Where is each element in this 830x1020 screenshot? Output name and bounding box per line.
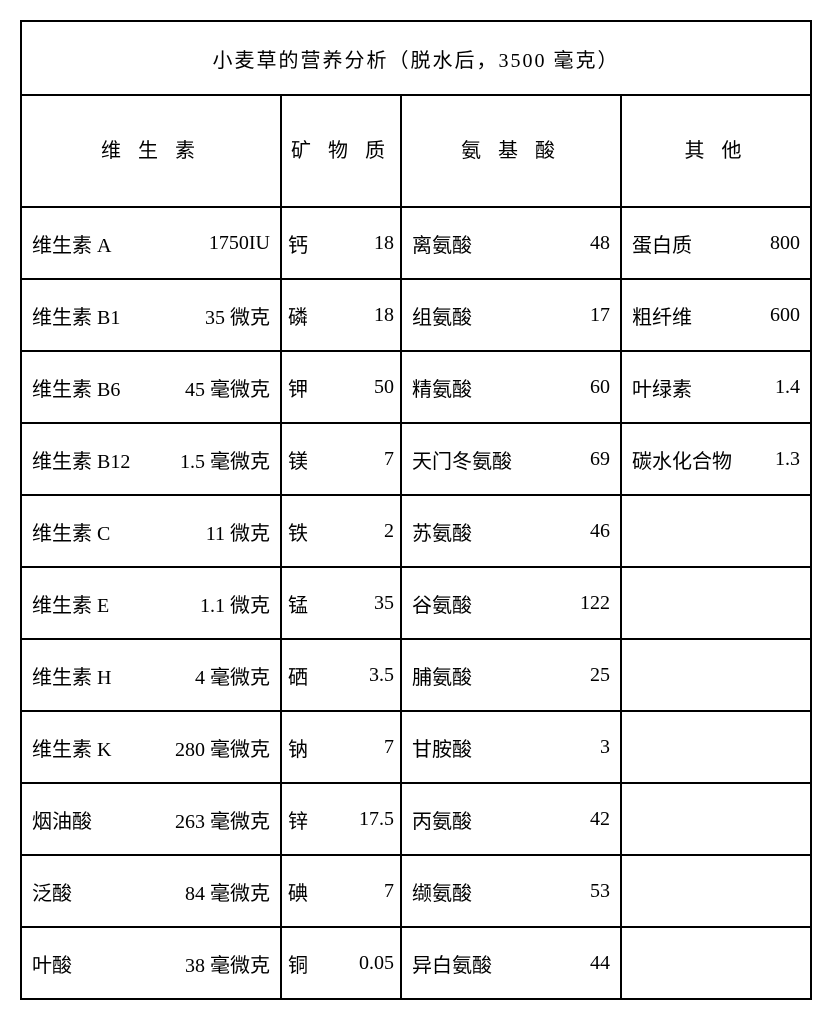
vitamin-value: 38 毫微克 [185,949,270,978]
title-row: 小麦草的营养分析（脱水后，3500 毫克） [21,21,811,95]
vitamin-label: 维生素 H [32,661,111,690]
amino-label: 离氨酸 [412,229,472,258]
amino-value: 122 [580,592,610,615]
amino-label: 甘胺酸 [412,733,472,762]
amino-label: 天门冬氨酸 [412,445,512,474]
table-row: 维生素 E 1.1 微克锰 35 谷氨酸 122 [21,567,811,639]
mineral-label: 钙 [288,229,308,258]
vitamin-value: 11 微克 [206,517,270,546]
mineral-value: 2 [384,520,394,543]
other-label: 蛋白质 [632,229,692,258]
mineral-label: 磷 [288,301,308,330]
vitamin-label: 维生素 A [32,229,111,258]
vitamin-label: 维生素 K [32,733,111,762]
other-value: 1.3 [775,448,800,471]
vitamin-label: 维生素 B6 [32,373,120,402]
mineral-label: 镁 [288,445,308,474]
other-value: 800 [770,232,800,255]
mineral-label: 铜 [288,949,308,978]
vitamin-value: 280 毫微克 [175,733,270,762]
table-row: 维生素 B12 1.5 毫微克镁 7 天门冬氨酸 69 碳水化合物 1.3 [21,423,811,495]
vitamin-label: 维生素 B1 [32,301,120,330]
vitamin-label: 维生素 C [32,517,110,546]
vitamin-value: 1750IU [209,232,270,255]
vitamin-label: 烟油酸 [32,805,92,834]
vitamin-label: 维生素 B12 [32,445,130,474]
vitamin-value: 1.5 毫微克 [180,445,270,474]
amino-label: 异白氨酸 [412,949,492,978]
amino-value: 3 [600,736,610,759]
header-vitamins: 维 生 素 [21,95,281,207]
mineral-value: 18 [374,232,394,255]
nutrition-table: 小麦草的营养分析（脱水后，3500 毫克） 维 生 素 矿 物 质 氨 基 酸 … [20,20,812,1000]
table-row: 维生素 H 4 毫微克硒 3.5 脯氨酸 25 [21,639,811,711]
mineral-value: 7 [384,880,394,903]
header-row: 维 生 素 矿 物 质 氨 基 酸 其 他 [21,95,811,207]
amino-label: 丙氨酸 [412,805,472,834]
vitamin-value: 35 微克 [205,301,270,330]
table-row: 烟油酸 263 毫微克锌 17.5 丙氨酸 42 [21,783,811,855]
amino-value: 48 [590,232,610,255]
amino-value: 44 [590,952,610,975]
mineral-value: 3.5 [369,664,394,687]
amino-value: 69 [590,448,610,471]
mineral-value: 7 [384,736,394,759]
mineral-value: 18 [374,304,394,327]
vitamin-label: 叶酸 [32,949,72,978]
header-other: 其 他 [621,95,811,207]
mineral-value: 50 [374,376,394,399]
other-label: 叶绿素 [632,373,692,402]
amino-value: 25 [590,664,610,687]
vitamin-value: 263 毫微克 [175,805,270,834]
mineral-value: 7 [384,448,394,471]
header-minerals: 矿 物 质 [281,95,401,207]
amino-value: 17 [590,304,610,327]
vitamin-value: 1.1 微克 [200,589,270,618]
table-row: 叶酸 38 毫微克铜 0.05 异白氨酸 44 [21,927,811,999]
amino-label: 组氨酸 [412,301,472,330]
table-row: 维生素 A 1750IU 钙 18 离氨酸 48 蛋白质 800 [21,207,811,279]
amino-label: 缬氨酸 [412,877,472,906]
mineral-value: 0.05 [359,952,394,975]
mineral-label: 锌 [288,805,308,834]
amino-label: 精氨酸 [412,373,472,402]
vitamin-label: 泛酸 [32,877,72,906]
mineral-label: 钾 [288,373,308,402]
header-amino: 氨 基 酸 [401,95,621,207]
amino-label: 苏氨酸 [412,517,472,546]
mineral-label: 锰 [288,589,308,618]
other-label: 粗纤维 [632,301,692,330]
other-value: 1.4 [775,376,800,399]
other-value: 600 [770,304,800,327]
vitamin-value: 84 毫微克 [185,877,270,906]
vitamin-label: 维生素 E [32,589,109,618]
other-label: 碳水化合物 [632,445,732,474]
mineral-label: 碘 [288,877,308,906]
vitamin-value: 4 毫微克 [195,661,270,690]
mineral-label: 钠 [288,733,308,762]
amino-value: 42 [590,808,610,831]
mineral-label: 铁 [288,517,308,546]
table-row: 维生素 B1 35 微克磷 18 组氨酸 17 粗纤维 600 [21,279,811,351]
table-row: 维生素 C 11 微克铁 2 苏氨酸 46 [21,495,811,567]
mineral-label: 硒 [288,661,308,690]
table-row: 泛酸 84 毫微克碘 7 缬氨酸 53 [21,855,811,927]
vitamin-value: 45 毫微克 [185,373,270,402]
amino-label: 脯氨酸 [412,661,472,690]
mineral-value: 35 [374,592,394,615]
amino-value: 60 [590,376,610,399]
table-row: 维生素 B6 45 毫微克钾 50 精氨酸 60 叶绿素 1.4 [21,351,811,423]
table-row: 维生素 K 280 毫微克钠 7 甘胺酸 3 [21,711,811,783]
mineral-value: 17.5 [359,808,394,831]
table-title: 小麦草的营养分析（脱水后，3500 毫克） [21,21,811,95]
amino-label: 谷氨酸 [412,589,472,618]
amino-value: 46 [590,520,610,543]
amino-value: 53 [590,880,610,903]
